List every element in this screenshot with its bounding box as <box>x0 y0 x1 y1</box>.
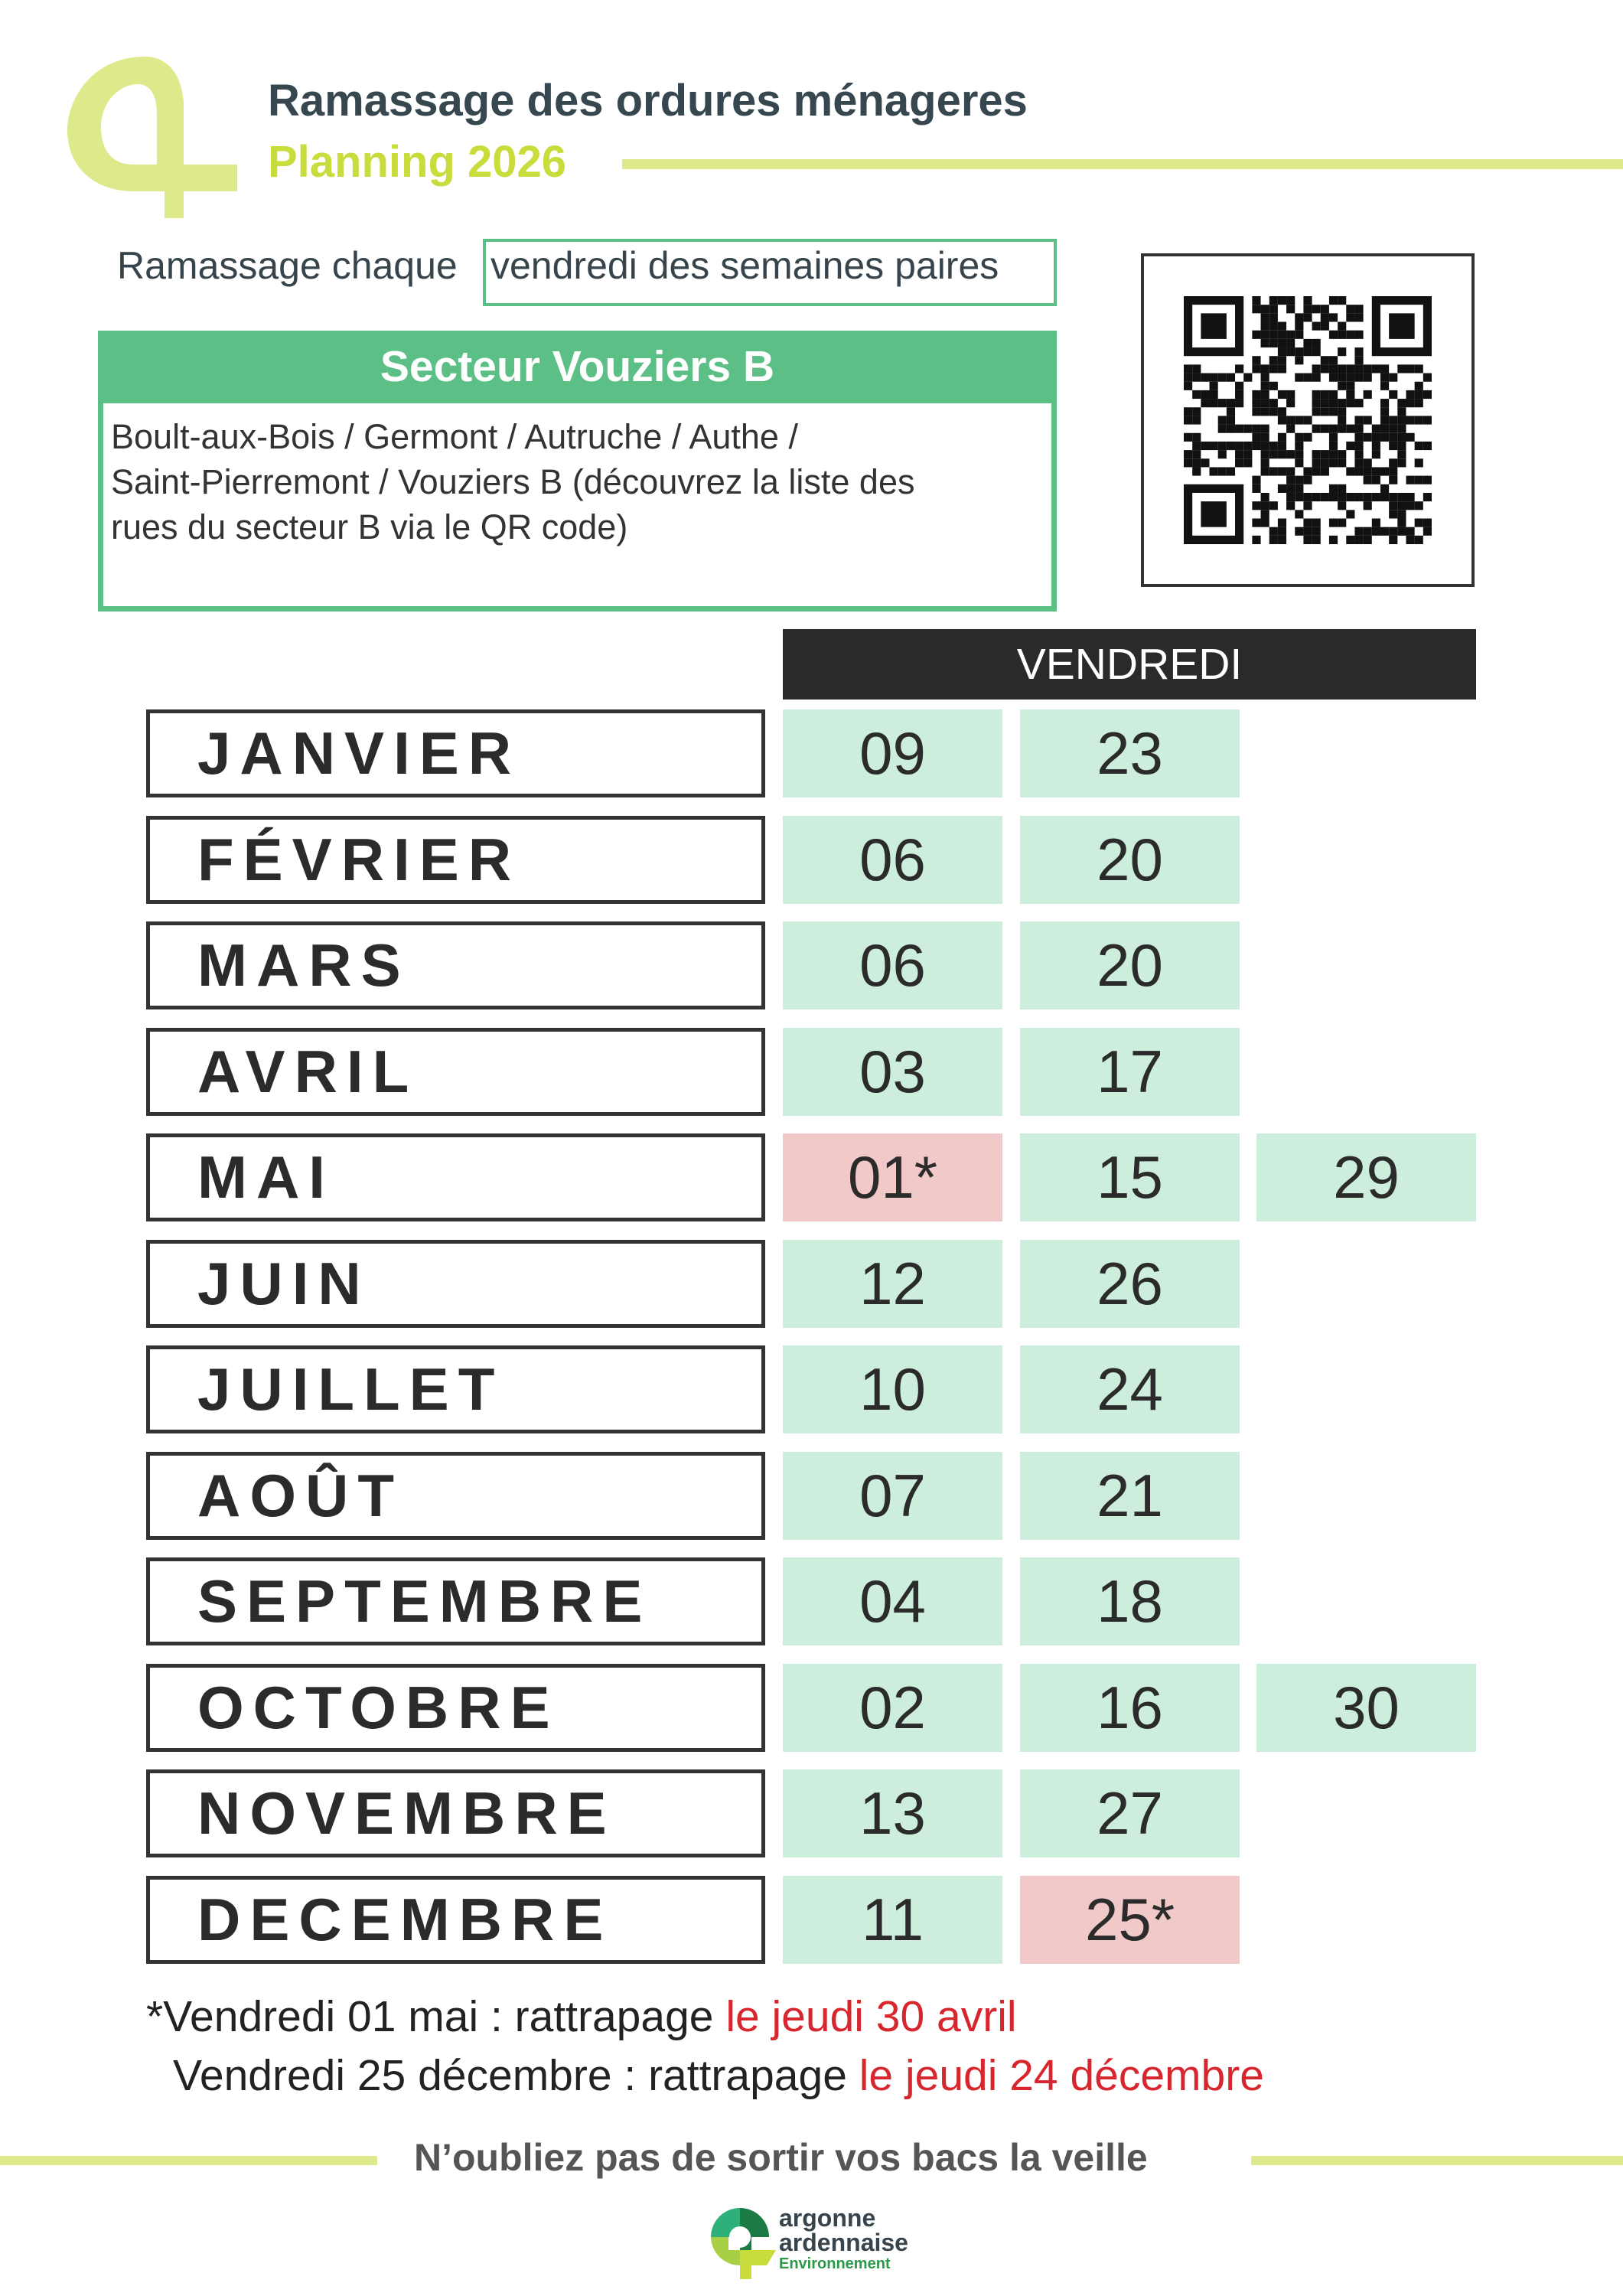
sector-title: Secteur Vouziers B <box>103 336 1051 403</box>
brand-line: Environnement <box>779 2255 891 2272</box>
logo-q-icon <box>67 57 237 218</box>
sector-box: Secteur Vouziers B Boult-aux-Bois / Germ… <box>98 331 1057 612</box>
month-label: FÉVRIER <box>146 815 765 904</box>
collection-date: 03 <box>783 1027 1002 1116</box>
footnote: Vendredi 25 décembre : rattrapage le jeu… <box>173 2050 1264 2101</box>
divider <box>622 159 1623 169</box>
footnote-highlight: le jeudi 30 avril <box>725 1992 1017 2041</box>
divider <box>1251 2156 1623 2165</box>
collection-date: 15 <box>1020 1133 1240 1221</box>
collection-date: 04 <box>783 1557 1002 1645</box>
month-label: JANVIER <box>146 709 765 797</box>
page-title: Ramassage des ordures ménageres <box>268 76 1028 126</box>
footnote-text: *Vendredi 01 mai : rattrapage <box>146 1992 726 2041</box>
collection-date: 06 <box>783 815 1002 904</box>
sector-line: Saint-Pierremont / Vouziers B (découvrez… <box>111 462 915 501</box>
collection-date: 12 <box>783 1239 1002 1328</box>
brand-logo-icon <box>711 2208 776 2279</box>
collection-date: 23 <box>1020 709 1240 797</box>
page-subtitle: Planning 2026 <box>268 137 567 187</box>
month-label: MARS <box>146 921 765 1009</box>
sector-line: Boult-aux-Bois / Germont / Autruche / Au… <box>111 417 798 456</box>
month-label: JUIN <box>146 1239 765 1328</box>
footnote-highlight: le jeudi 24 décembre <box>859 2051 1264 2100</box>
month-label: AOÛT <box>146 1451 765 1540</box>
frequency-lead: Ramassage chaque <box>117 244 458 287</box>
collection-date: 16 <box>1020 1663 1240 1752</box>
collection-date: 07 <box>783 1451 1002 1540</box>
collection-date: 13 <box>783 1769 1002 1857</box>
brand-line: argonne <box>779 2204 876 2232</box>
brand-name: argonne ardennaise Environnement <box>779 2206 908 2273</box>
collection-date: 18 <box>1020 1557 1240 1645</box>
day-header: VENDREDI <box>783 629 1476 700</box>
qr-code[interactable] <box>1141 253 1475 587</box>
collection-date: 17 <box>1020 1027 1240 1116</box>
footnote: *Vendredi 01 mai : rattrapage le jeudi 3… <box>146 1991 1017 2042</box>
collection-date: 20 <box>1020 921 1240 1009</box>
month-label: NOVEMBRE <box>146 1769 765 1857</box>
collection-date: 06 <box>783 921 1002 1009</box>
collection-date: 11 <box>783 1875 1002 1964</box>
brand-line: ardennaise <box>779 2229 908 2256</box>
qr-code-icon <box>1184 296 1432 544</box>
divider <box>0 2156 377 2165</box>
month-label: DECEMBRE <box>146 1875 765 1964</box>
collection-date: 02 <box>783 1663 1002 1752</box>
month-label: AVRIL <box>146 1027 765 1116</box>
collection-date: 09 <box>783 709 1002 797</box>
reminder: N’oubliez pas de sortir vos bacs la veil… <box>414 2136 1148 2179</box>
frequency-highlight: vendredi des semaines paires <box>483 239 1057 306</box>
collection-date: 20 <box>1020 815 1240 904</box>
collection-date: 27 <box>1020 1769 1240 1857</box>
collection-date: 24 <box>1020 1345 1240 1433</box>
collection-date: 26 <box>1020 1239 1240 1328</box>
footnote-text: Vendredi 25 décembre : rattrapage <box>173 2051 859 2100</box>
sector-description: Boult-aux-Bois / Germont / Autruche / Au… <box>103 403 1051 560</box>
collection-date: 10 <box>783 1345 1002 1433</box>
collection-date-rescheduled: 25* <box>1020 1875 1240 1964</box>
month-label: JUILLET <box>146 1345 765 1433</box>
month-label: OCTOBRE <box>146 1663 765 1752</box>
collection-date: 29 <box>1256 1133 1476 1221</box>
month-label: MAI <box>146 1133 765 1221</box>
sector-line: rues du secteur B via le QR code) <box>111 507 628 546</box>
collection-date: 30 <box>1256 1663 1476 1752</box>
collection-date: 21 <box>1020 1451 1240 1540</box>
month-label: SEPTEMBRE <box>146 1557 765 1645</box>
collection-date-rescheduled: 01* <box>783 1133 1002 1221</box>
